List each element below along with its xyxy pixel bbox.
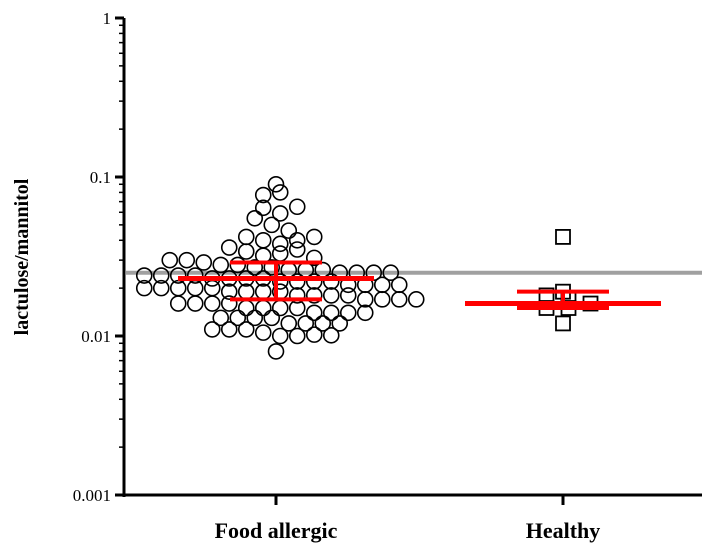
data-point-circle xyxy=(281,223,296,238)
data-point-circle xyxy=(324,328,339,343)
data-point-circle xyxy=(273,329,288,344)
data-point-circle xyxy=(307,327,322,342)
data-point-circle xyxy=(222,240,237,255)
data-point-circle xyxy=(256,325,271,340)
data-point-circle xyxy=(341,288,356,303)
data-point-circle xyxy=(307,305,322,320)
data-point-circle xyxy=(239,244,254,259)
x-category-label: Healthy xyxy=(526,518,601,543)
data-point-circle xyxy=(264,217,279,232)
data-point-circle xyxy=(324,288,339,303)
data-point-circle xyxy=(179,253,194,268)
data-point-circle xyxy=(341,305,356,320)
x-ticks: Food allergic Healthy xyxy=(215,495,601,543)
data-point-circle xyxy=(205,296,220,311)
x-category-label: Food allergic xyxy=(215,518,338,543)
data-points-layer xyxy=(137,177,598,359)
data-point-circle xyxy=(392,292,407,307)
data-point-square xyxy=(556,316,570,330)
data-point-circle xyxy=(307,229,322,244)
data-point-circle xyxy=(247,211,262,226)
data-point-circle xyxy=(273,246,288,261)
data-point-circle xyxy=(392,277,407,292)
y-tick-label: 0.001 xyxy=(73,486,111,505)
data-point-circle xyxy=(162,253,177,268)
y-tick-label: 1 xyxy=(103,9,112,28)
y-axis-title: lactulose/mannitol xyxy=(11,178,33,335)
data-point-circle xyxy=(171,296,186,311)
data-point-circle xyxy=(264,310,279,325)
data-point-circle xyxy=(256,233,271,248)
data-point-circle xyxy=(375,292,390,307)
data-point-circle xyxy=(273,301,288,316)
data-point-circle xyxy=(409,292,424,307)
data-point-circle xyxy=(230,257,245,272)
data-point-circle xyxy=(205,322,220,337)
data-point-circle xyxy=(222,322,237,337)
data-point-circle xyxy=(324,305,339,320)
data-point-square xyxy=(556,230,570,244)
data-point-circle xyxy=(269,344,284,359)
data-point-circle xyxy=(290,233,305,248)
data-point-circle xyxy=(290,329,305,344)
data-point-circle xyxy=(239,301,254,316)
data-point-circle xyxy=(290,199,305,214)
data-point-circle xyxy=(213,257,228,272)
y-tick-label: 0.1 xyxy=(90,168,111,187)
data-point-circle xyxy=(205,281,220,296)
data-point-circle xyxy=(239,229,254,244)
y-ticks: 1 0.1 0.01 0.001 xyxy=(73,9,124,505)
data-point-circle xyxy=(196,255,211,270)
data-point-circle xyxy=(290,242,305,257)
y-tick-label: 0.01 xyxy=(81,327,111,346)
data-point-circle xyxy=(256,301,271,316)
data-point-circle xyxy=(188,296,203,311)
data-point-circle xyxy=(239,322,254,337)
data-point-circle xyxy=(375,277,390,292)
